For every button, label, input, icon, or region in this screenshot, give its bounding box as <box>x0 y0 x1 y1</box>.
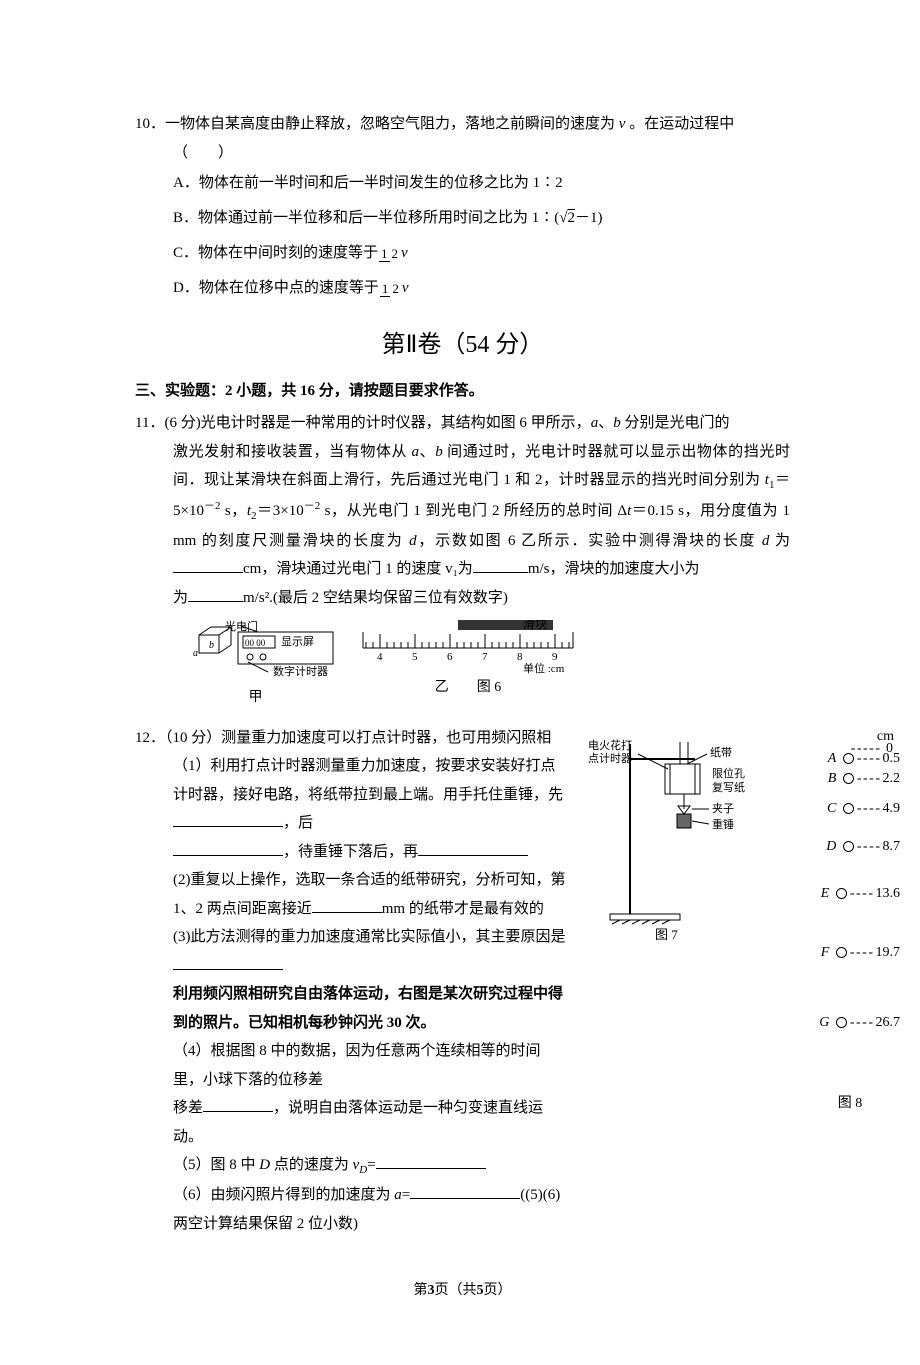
svg-text:4: 4 <box>377 651 383 663</box>
fig8-point: D - - - - 8.7 <box>826 839 900 856</box>
fig8-caption: 图 8 <box>800 1091 900 1118</box>
q12-text: 12．（10 分）测量重力加速度可以打点计时器，也可用频闪照相 （1）利用打点计… <box>135 724 570 1238</box>
fig8-point: C - - - - 4.9 <box>827 801 900 818</box>
svg-text:7: 7 <box>482 651 488 663</box>
fig7-svg: 电火花打 点计时器 纸带 限位孔 复写纸 夹子 重锤 <box>580 724 790 944</box>
blank <box>376 1153 486 1170</box>
q12-p4: （4）根据图 8 中的数据，因为任意两个连续相等的时间里，小球下落的位移差移差，… <box>135 1037 570 1151</box>
svg-text:6: 6 <box>447 651 453 663</box>
section-3-header: 三、实验题：2 小题，共 16 分，请按题目要求作答。 <box>135 377 790 406</box>
fig8-point: A - - - - 0.5 <box>828 751 900 768</box>
fig6-yi: 滑块 4 5 6 7 8 9 <box>358 620 578 702</box>
svg-text:重锤: 重锤 <box>712 817 734 831</box>
text: ，后 <box>283 815 313 831</box>
text: B．物体通过前一半位移和后一半位移所用时间之比为 1∶( <box>173 210 559 226</box>
fig8-point: B - - - - 2.2 <box>828 771 900 788</box>
q10-opt-b: B．物体通过前一半位移和后一半位移所用时间之比为 1∶(√2－1) <box>173 202 790 235</box>
blank <box>312 896 382 913</box>
section-2-title: 第Ⅱ卷（54 分） <box>135 323 790 369</box>
svg-text:复写纸: 复写纸 <box>712 780 745 794</box>
svg-text:9: 9 <box>552 651 558 663</box>
q10-opt-c: C．物体在中间时刻的速度等于12v <box>173 237 790 270</box>
text: ，待重锤下落后，再 <box>283 844 418 860</box>
fig6-jia: 光电门 b a 00 00 显示屏 数字计时器 甲 <box>173 620 338 712</box>
q10-opt-d: D．物体在位移中点的速度等于12v <box>173 272 790 305</box>
figure-6-row: 光电门 b a 00 00 显示屏 数字计时器 甲 <box>135 620 790 712</box>
text: （4）根据图 8 中的数据，因为任意两个连续相等的时间里，小球下落的位移差 <box>173 1043 541 1088</box>
svg-text:夹子: 夹子 <box>712 802 734 815</box>
q10-stem: 10．一物体自某高度由静止释放，忽略空气阻力，落地之前瞬间的速度为 v 。在运动… <box>135 110 790 139</box>
blank <box>173 953 283 970</box>
q12-p2: (2)重复以上操作，选取一条合适的纸带研究，分析可知，第 1、2 两点间距离接近… <box>135 866 570 923</box>
svg-text:5: 5 <box>412 651 418 663</box>
fig6-yi-svg: 滑块 4 5 6 7 8 9 <box>358 620 578 675</box>
fraction-half: 12 <box>379 247 400 260</box>
q12-p5: （5）图 8 中 D 点的速度为 vD= <box>135 1151 570 1181</box>
text: (3)此方法测得的重力加速度通常比实际值小，其主要原因是 <box>173 929 566 945</box>
q12-p6: （6）由频闪照片得到的加速度为 a=((5)(6)两空计算结果保留 2 位小数) <box>135 1181 570 1238</box>
figure-7: 电火花打 点计时器 纸带 限位孔 复写纸 夹子 重锤 <box>580 724 790 1238</box>
svg-text:限位孔: 限位孔 <box>712 766 745 780</box>
var-v: v <box>401 245 408 261</box>
q12-p3: (3)此方法测得的重力加速度通常比实际值小，其主要原因是 <box>135 923 570 980</box>
svg-text:b: b <box>209 640 214 651</box>
blank <box>173 839 283 856</box>
fig8-point: F - - - - 19.7 <box>821 945 900 962</box>
question-11: 11．(6 分)光电计时器是一种常用的计时仪器，其结构如图 6 甲所示，a、b … <box>135 409 790 712</box>
display-num: 00 00 <box>245 638 266 648</box>
svg-text:电火花打: 电火花打 <box>588 738 632 752</box>
blank <box>418 839 528 856</box>
caption-jia: 甲 <box>173 685 338 712</box>
svg-text:a: a <box>193 648 198 659</box>
text: m/s，滑块的加速度大小为 <box>528 561 700 577</box>
q10-opt-a: A．物体在前一半时间和后一半时间发生的位移之比为 1∶2 <box>173 167 790 200</box>
text: －1) <box>575 210 603 226</box>
label-unit: 单位 :cm <box>523 661 565 675</box>
fig8-point: E - - - - 13.6 <box>821 886 900 903</box>
text: D．物体在位移中点的速度等于 <box>173 280 379 296</box>
fig6-jia-svg: 光电门 b a 00 00 显示屏 数字计时器 <box>173 620 338 685</box>
fraction-half: 12 <box>380 282 401 295</box>
text: C．物体在中间时刻的速度等于 <box>173 245 378 261</box>
figure-8: cm - - - - - 0 A - - - - 0.5B - - - - 2.… <box>800 724 900 1117</box>
blank-d <box>173 557 243 574</box>
label-block: 滑块 <box>523 620 547 631</box>
blank <box>203 1096 273 1113</box>
blank <box>410 1183 520 1200</box>
q11-body: 11．(6 分)光电计时器是一种常用的计时仪器，其结构如图 6 甲所示，a、b … <box>135 409 790 612</box>
var-v: v <box>402 280 409 296</box>
text: mm 的纸带才是最有效的 <box>382 901 544 917</box>
q12-bold: 利用频闪照相研究自由落体运动，右图是某次研究过程中得到的照片。已知相机每秒钟闪光… <box>135 980 570 1037</box>
svg-text:点计时器: 点计时器 <box>588 752 632 765</box>
q10-options: A．物体在前一半时间和后一半时间发生的位移之比为 1∶2 B．物体通过前一半位移… <box>135 167 790 305</box>
svg-text:图 7: 图 7 <box>655 927 678 942</box>
label-display: 显示屏 <box>281 635 314 648</box>
svg-text:纸带: 纸带 <box>710 746 732 759</box>
caption-yi: 乙 图 6 <box>358 675 578 702</box>
text: 。在运动过程中 <box>629 116 734 132</box>
question-10: 10．一物体自某高度由静止释放，忽略空气阻力，落地之前瞬间的速度为 v 。在运动… <box>135 110 790 305</box>
sqrt2: √2 <box>559 210 575 226</box>
q12-stem: 12．（10 分）测量重力加速度可以打点计时器，也可用频闪照相 <box>135 724 570 753</box>
text: m/s².(最后 2 空结果均保留三位有效数字) <box>243 590 508 606</box>
page-footer: 第3页（共5页） <box>135 1278 790 1305</box>
q10-paren: （ ） <box>135 139 790 168</box>
text: （1）利用打点计时器测量重力加速度，按要求安装好打点计时器，接好电路，将纸带拉到… <box>173 758 563 803</box>
blank-a <box>188 585 243 602</box>
var-v: v <box>619 116 629 132</box>
question-12: 12．（10 分）测量重力加速度可以打点计时器，也可用频闪照相 （1）利用打点计… <box>135 724 790 1238</box>
fig8-point: G - - - - 26.7 <box>819 1015 900 1032</box>
text: cm，滑块通过光电门 1 的速度 v₁为 <box>243 561 473 577</box>
blank-v1 <box>473 557 528 574</box>
blank <box>173 811 283 828</box>
label-timer: 数字计时器 <box>273 664 328 678</box>
fig8-column: - - - - - 0 A - - - - 0.5B - - - - 2.2C … <box>800 751 900 1091</box>
text: 10．一物体自某高度由静止释放，忽略空气阻力，落地之前瞬间的速度为 <box>135 116 615 132</box>
q12-p1: （1）利用打点计时器测量重力加速度，按要求安装好打点计时器，接好电路，将纸带拉到… <box>135 752 570 866</box>
svg-text:8: 8 <box>517 651 523 663</box>
